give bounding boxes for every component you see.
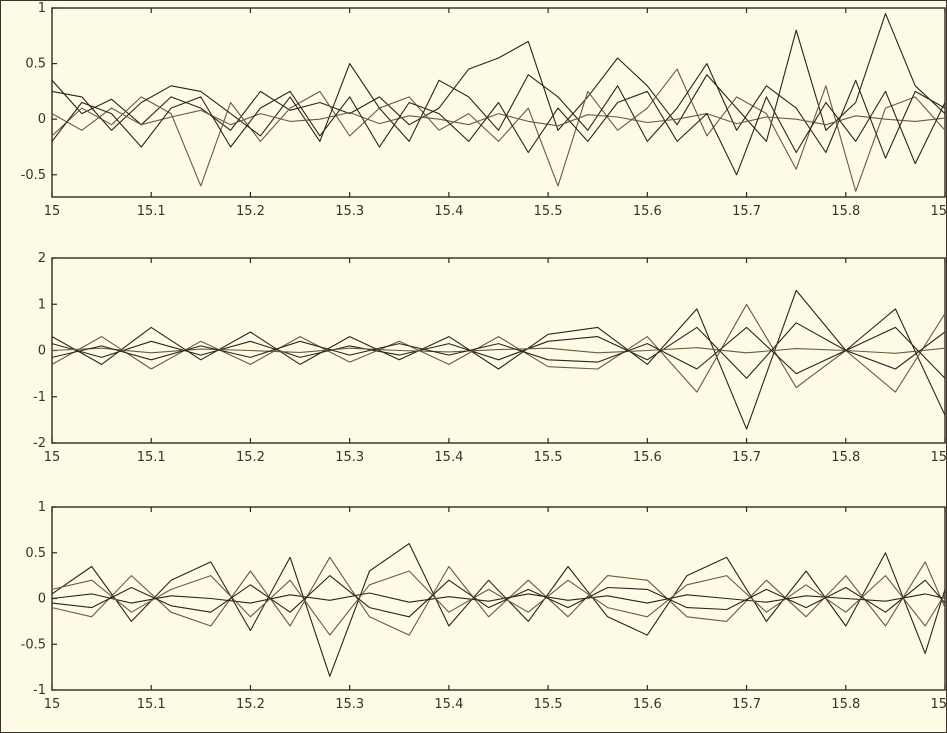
x-tick-label: 15 [44, 697, 61, 712]
x-tick-label: 15.7 [732, 450, 761, 465]
axes-frame [51, 506, 946, 691]
y-tick-label: 0.5 [25, 546, 46, 561]
x-tick-label: 15.9 [931, 450, 947, 465]
x-tick-label: 15.3 [335, 204, 364, 219]
x-tick-label: 15 [44, 450, 61, 465]
y-tick-label: 1 [38, 297, 46, 312]
x-tick-label: 15.9 [931, 697, 947, 712]
x-tick-label: 15.7 [732, 204, 761, 219]
x-tick-label: 15 [44, 204, 61, 219]
y-tick-label: 1 [38, 500, 46, 515]
series-line-2 [52, 303, 945, 393]
x-tick-label: 15.8 [831, 450, 860, 465]
x-tick-label: 15.5 [534, 450, 563, 465]
series-line-5 [52, 575, 945, 618]
x-tick-label: 15.2 [236, 450, 265, 465]
x-tick-label: 15.8 [831, 204, 860, 219]
series-line-4 [52, 570, 945, 636]
y-tick-label: 0 [38, 112, 46, 127]
x-tick-label: 15.2 [236, 697, 265, 712]
x-tick-label: 15.5 [534, 204, 563, 219]
chart-panel-2: 15 15.1 15.2 15.3 15.4 15.5 15.6 15.7 15.8 15.9 2 1… [33, 251, 947, 465]
x-tick-label: 15.8 [831, 697, 860, 712]
y-tick-label: 1 [38, 1, 46, 16]
x-tick-label: 15.7 [732, 697, 761, 712]
x-tick-label: 15.4 [434, 697, 463, 712]
x-tick-label: 15.6 [633, 697, 662, 712]
y-tick-label: 0 [38, 592, 46, 607]
series-line-5 [52, 90, 945, 176]
y-tick-label: 0.5 [25, 57, 46, 72]
series-line-4 [52, 107, 945, 131]
series-line-3 [52, 63, 945, 159]
series-line-3 [52, 322, 945, 379]
series-line-1 [52, 289, 945, 430]
y-tick-label: -1 [33, 390, 46, 405]
series-line-1 [52, 543, 945, 677]
series-line-4 [52, 347, 945, 354]
series-line-3 [52, 592, 945, 604]
y-tick-label: 0 [38, 344, 46, 359]
series-line-1 [52, 13, 945, 142]
x-tick-label: 15.9 [931, 204, 947, 219]
x-tick-label: 15.2 [236, 204, 265, 219]
x-tick-label: 15.1 [137, 450, 166, 465]
y-tick-label: -0.5 [21, 637, 46, 652]
x-tick-label: 15.3 [335, 450, 364, 465]
y-tick-label: -0.5 [21, 168, 46, 183]
x-tick-label: 15.6 [633, 450, 662, 465]
chart-panel-1: 15 15.1 15.2 15.3 15.4 15.5 15.6 15.7 15.8 15.9 1 0… [21, 1, 947, 219]
series-line-5 [52, 326, 945, 375]
x-tick-label: 15.4 [434, 204, 463, 219]
x-tick-label: 15.4 [434, 450, 463, 465]
x-tick-label: 15.1 [137, 697, 166, 712]
series-line-2 [52, 68, 945, 192]
x-tick-label: 15.5 [534, 697, 563, 712]
y-tick-label: -2 [33, 436, 46, 451]
y-tick-label: -1 [33, 683, 46, 698]
y-tick-label: 2 [38, 251, 46, 266]
chart-panel-3: 15 15.1 15.2 15.3 15.4 15.5 15.6 15.7 15.8 15.9 1 0… [21, 500, 947, 712]
x-tick-label: 15.6 [633, 204, 662, 219]
x-tick-label: 15.1 [137, 204, 166, 219]
x-tick-label: 15.3 [335, 697, 364, 712]
